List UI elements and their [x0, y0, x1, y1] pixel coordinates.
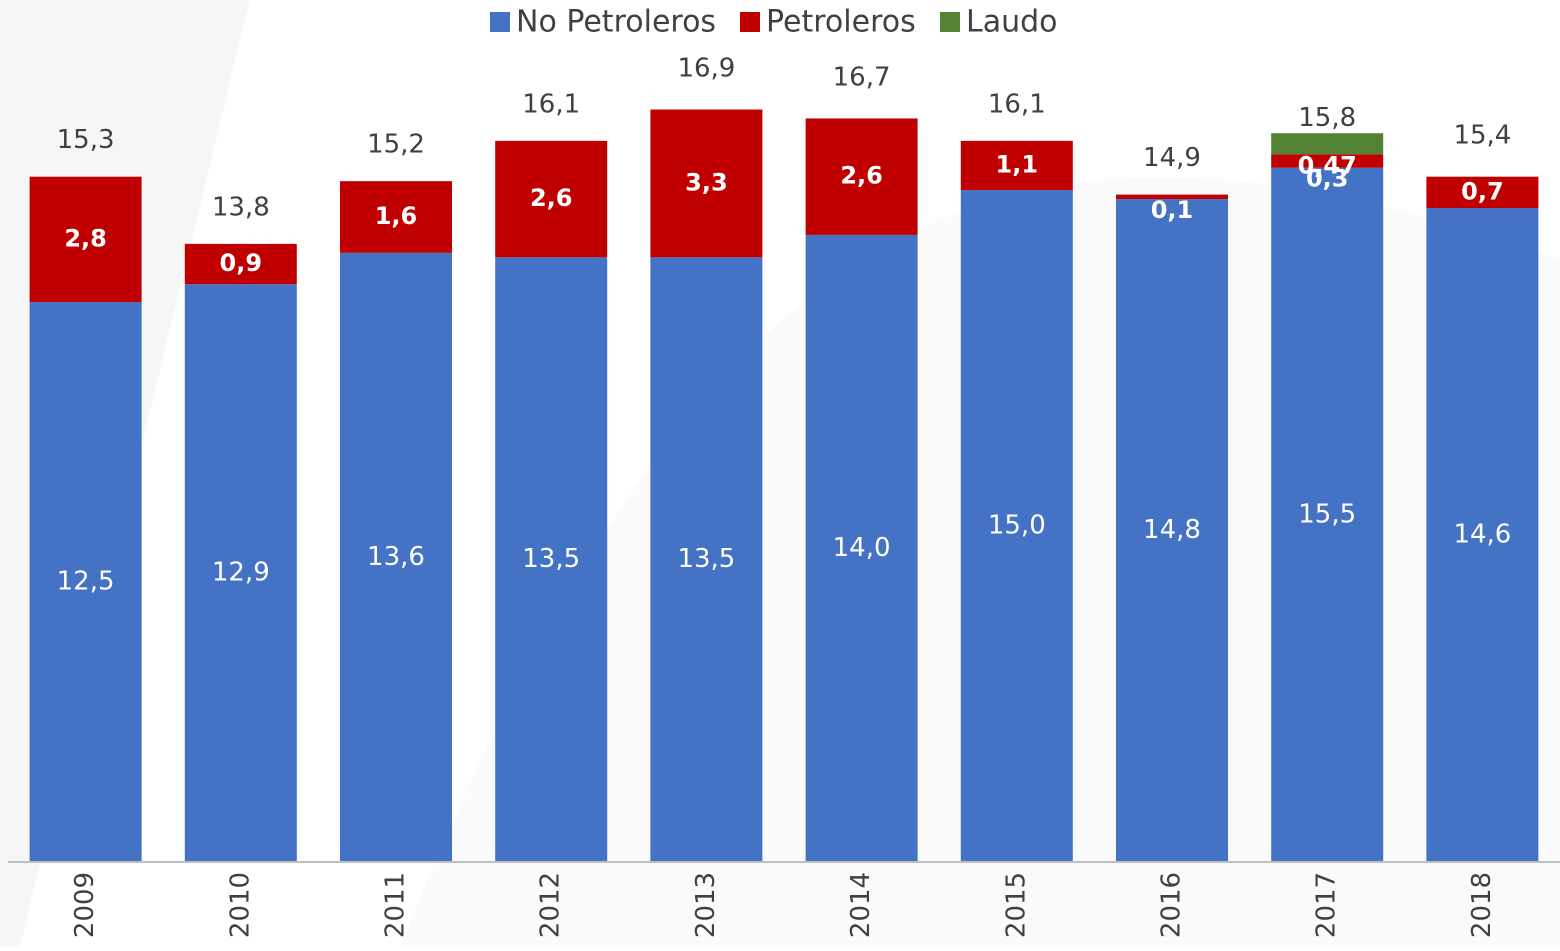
legend-swatch [740, 12, 760, 32]
bar-segment [1116, 199, 1228, 863]
value-label: 1,1 [996, 150, 1039, 178]
bar-segment [960, 140, 1073, 191]
x-tick-label: 2013 [691, 872, 721, 938]
value-label: 14,6 [1453, 520, 1511, 550]
total-label: 16,7 [833, 62, 891, 92]
bar-segment [650, 257, 763, 862]
bar-segment [495, 140, 608, 258]
legend-swatch [940, 12, 960, 32]
value-label: 2,6 [840, 162, 883, 190]
x-tick-label: 2012 [536, 872, 566, 938]
total-label: 14,9 [1143, 143, 1201, 173]
total-label: 16,1 [522, 89, 580, 119]
bar-segment [650, 109, 763, 258]
value-label: 2,8 [64, 224, 107, 252]
bar-segment [495, 257, 608, 862]
x-tick-label: 2010 [225, 872, 255, 938]
bar-segment [340, 252, 452, 863]
x-tick-label: 2018 [1467, 872, 1497, 938]
total-label: 13,8 [212, 192, 270, 222]
value-label: 2,6 [530, 184, 573, 212]
value-label: 15,5 [1298, 499, 1356, 529]
bar-segment [1271, 133, 1384, 155]
value-label: 14,0 [833, 533, 891, 563]
legend-swatch [490, 12, 510, 32]
x-tick-label: 2011 [381, 872, 411, 938]
value-label: 15,0 [988, 511, 1046, 541]
bar-segment [184, 284, 297, 862]
bar-segment [184, 243, 297, 285]
bar-segment [29, 302, 142, 863]
x-tick-label: 2009 [70, 872, 100, 938]
legend-label: No Petroleros [516, 5, 716, 40]
x-tick-label: 2014 [846, 872, 876, 938]
x-tick-label: 2017 [1312, 872, 1342, 938]
total-label: 15,4 [1453, 121, 1511, 151]
value-label: 0,1 [1151, 196, 1194, 224]
total-label: 15,2 [367, 130, 425, 160]
value-label: 12,5 [57, 567, 115, 597]
bar-segment [1426, 208, 1539, 862]
total-label: 15,8 [1298, 103, 1356, 133]
bar-segment [805, 118, 918, 235]
value-label: 14,8 [1143, 515, 1201, 545]
legend-label: Petroleros [766, 5, 916, 40]
bar-segment [1271, 154, 1384, 168]
bar-segment [1116, 194, 1228, 200]
total-label: 15,3 [57, 125, 115, 155]
value-label: 13,5 [677, 544, 735, 574]
bar-segment [960, 190, 1073, 862]
bar-segment [340, 181, 452, 253]
total-label: 16,1 [988, 89, 1046, 119]
value-label: 0,7 [1461, 177, 1504, 205]
value-label: 13,5 [522, 544, 580, 574]
value-label: 0,47 [1298, 151, 1357, 179]
legend-label: Laudo [966, 5, 1058, 40]
bar-segment [805, 234, 918, 862]
bar-segment [1426, 176, 1539, 209]
value-label: 13,6 [367, 542, 425, 572]
value-label: 12,9 [212, 558, 270, 588]
value-label: 1,6 [375, 202, 418, 230]
x-tick-label: 2016 [1157, 872, 1187, 938]
value-label: 3,3 [685, 168, 728, 196]
total-label: 16,9 [677, 54, 735, 84]
value-label: 0,3 [1306, 165, 1349, 193]
value-label: 0,9 [220, 249, 263, 277]
bar-segment [29, 176, 142, 303]
bar-segment [1271, 167, 1384, 862]
x-tick-label: 2015 [1001, 872, 1031, 938]
